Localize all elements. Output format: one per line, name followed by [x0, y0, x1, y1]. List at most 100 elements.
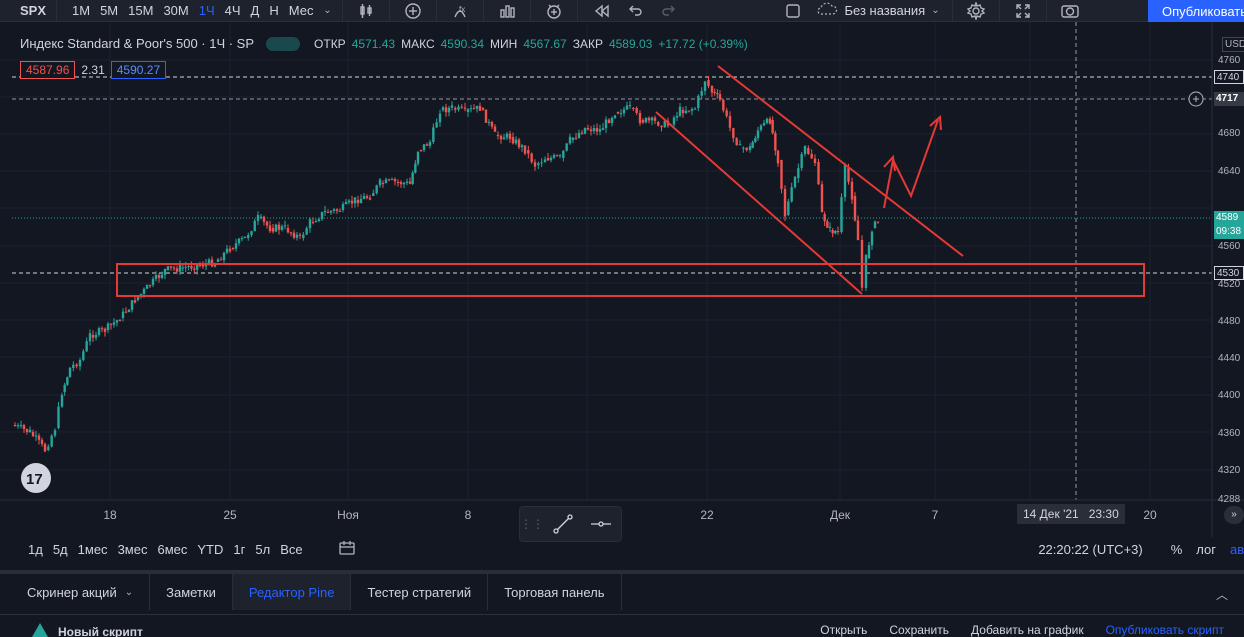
publish-script-button[interactable]: Опубликовать скрипт	[1105, 623, 1224, 637]
candle-body	[460, 106, 463, 108]
price-chart[interactable]: 17	[0, 0, 1244, 537]
open-script-button[interactable]: Открыть	[820, 623, 868, 637]
replay-icon[interactable]	[584, 0, 618, 22]
candle-body	[628, 105, 632, 107]
interval-4h[interactable]: 4Ч	[224, 3, 241, 18]
candle-body	[508, 133, 512, 140]
candle-body	[411, 172, 414, 184]
candle-body	[75, 364, 78, 367]
candle-body	[416, 151, 420, 164]
trendline-tool-icon[interactable]	[544, 507, 582, 541]
tab-trading-panel[interactable]: Торговая панель	[488, 574, 622, 610]
range-ytd[interactable]: YTD	[197, 541, 224, 557]
price-tick: 4680	[1218, 128, 1241, 139]
channel-upper-line[interactable]	[717, 65, 964, 257]
toolbar-divider	[530, 0, 532, 22]
tab-notes[interactable]: Заметки	[150, 574, 233, 610]
symbol-title[interactable]: Индекс Standard & Poor's 500 · 1Ч · SP	[20, 36, 255, 51]
candle-body	[589, 129, 593, 132]
interval-30m[interactable]: 30M	[163, 3, 189, 18]
forecast-arrow-path[interactable]	[883, 119, 939, 209]
horizontal-line-tool-icon[interactable]	[582, 507, 620, 541]
sell-price-button[interactable]: 4587.96	[20, 61, 76, 79]
interval-5m[interactable]: 5M	[100, 3, 119, 18]
candle-body	[472, 108, 476, 110]
chevron-down-icon[interactable]: ⌄	[931, 5, 940, 16]
visibility-toggle-icon[interactable]	[266, 36, 301, 51]
candle-body	[511, 137, 515, 144]
tab-pine-editor[interactable]: Редактор Pine	[232, 574, 352, 610]
crosshair-add-icon[interactable]	[1188, 91, 1204, 107]
candle-body	[28, 429, 32, 433]
chevron-down-icon[interactable]: ⌄	[124, 586, 134, 598]
interval-1h[interactable]: 1Ч	[198, 3, 215, 18]
add-to-chart-button[interactable]: Добавить на график	[971, 623, 1084, 637]
interval-1m[interactable]: 1M	[72, 3, 91, 18]
auto-toggle[interactable]: авто	[1230, 541, 1244, 557]
log-toggle[interactable]: лог	[1196, 541, 1216, 557]
time-tick: 22	[700, 508, 714, 522]
range-5d[interactable]: 5д	[52, 541, 68, 557]
candle-body	[742, 147, 745, 149]
candle-body	[771, 120, 774, 134]
tab-stock-screener[interactable]: Скринер акций ⌄	[0, 574, 151, 610]
range-6m[interactable]: 6мес	[157, 541, 188, 557]
date-range-icon[interactable]	[338, 540, 356, 559]
symbol-search[interactable]: SPX	[0, 0, 58, 22]
publish-button[interactable]: Опубликовать	[1148, 0, 1244, 22]
range-1y[interactable]: 1г	[233, 541, 246, 557]
candle-body	[320, 211, 324, 220]
candle-body	[193, 268, 196, 270]
tradingview-logo[interactable]: 17	[21, 463, 51, 493]
buy-price-button[interactable]: 4590.27	[110, 61, 167, 79]
candle-body	[681, 110, 685, 114]
candle-body	[738, 144, 742, 146]
indicators-icon[interactable]: fx	[443, 0, 477, 22]
range-all[interactable]: Все	[280, 541, 303, 557]
percent-toggle[interactable]: %	[1170, 541, 1183, 557]
redo-icon[interactable]	[652, 0, 686, 22]
spread-value: 2.31	[81, 63, 105, 77]
candle-body	[163, 268, 167, 275]
chevron-down-icon[interactable]: ⌄	[323, 5, 332, 16]
new-script-label[interactable]: Новый скрипт	[58, 625, 143, 637]
gear-icon[interactable]	[959, 0, 993, 22]
candle-body	[372, 193, 375, 196]
candle-body	[876, 221, 880, 223]
range-3m[interactable]: 3мес	[117, 541, 148, 557]
tab-strategy-tester[interactable]: Тестер стратегий	[351, 574, 489, 610]
interval-1w[interactable]: Н	[269, 3, 279, 18]
drag-handle-icon[interactable]: ⋮⋮	[520, 517, 544, 531]
layout-name[interactable]: Без названия ⌄	[810, 2, 945, 19]
toolbar-divider	[483, 0, 485, 22]
range-1d[interactable]: 1д	[28, 541, 43, 557]
range-1m[interactable]: 1мес	[77, 541, 108, 557]
alert-icon[interactable]	[537, 0, 571, 22]
candles-icon[interactable]	[349, 0, 383, 22]
channel-lower-line[interactable]	[655, 111, 863, 295]
timezone-clock[interactable]: 22:20:22 (UTC+3)	[1038, 541, 1143, 557]
interval-1d[interactable]: Д	[250, 3, 260, 18]
collapse-panel-icon[interactable]: ︿	[1215, 588, 1228, 602]
interval-15m[interactable]: 15M	[128, 3, 154, 18]
templates-icon[interactable]	[490, 0, 524, 22]
candle-body	[216, 259, 220, 262]
fullscreen-icon[interactable]	[1006, 0, 1040, 22]
candle-body	[546, 158, 550, 161]
currency-label[interactable]: USD	[1222, 37, 1244, 52]
candle-body	[121, 311, 125, 318]
candle-body	[853, 196, 857, 221]
save-script-button[interactable]: Сохранить	[889, 623, 950, 637]
checkbox-icon[interactable]	[776, 0, 810, 22]
interval-1mo[interactable]: Мес	[288, 3, 314, 18]
add-compare-icon[interactable]	[396, 0, 430, 22]
candle-body	[305, 228, 308, 235]
undo-icon[interactable]	[618, 0, 652, 22]
scroll-to-realtime-icon[interactable]: »	[1224, 506, 1244, 524]
camera-icon[interactable]	[1053, 0, 1087, 22]
candle-body	[22, 425, 26, 429]
range-5y[interactable]: 5л	[255, 541, 271, 557]
support-zone-rectangle[interactable]	[116, 263, 1145, 297]
pine-logo-icon	[32, 622, 48, 637]
candle-body	[405, 181, 409, 183]
